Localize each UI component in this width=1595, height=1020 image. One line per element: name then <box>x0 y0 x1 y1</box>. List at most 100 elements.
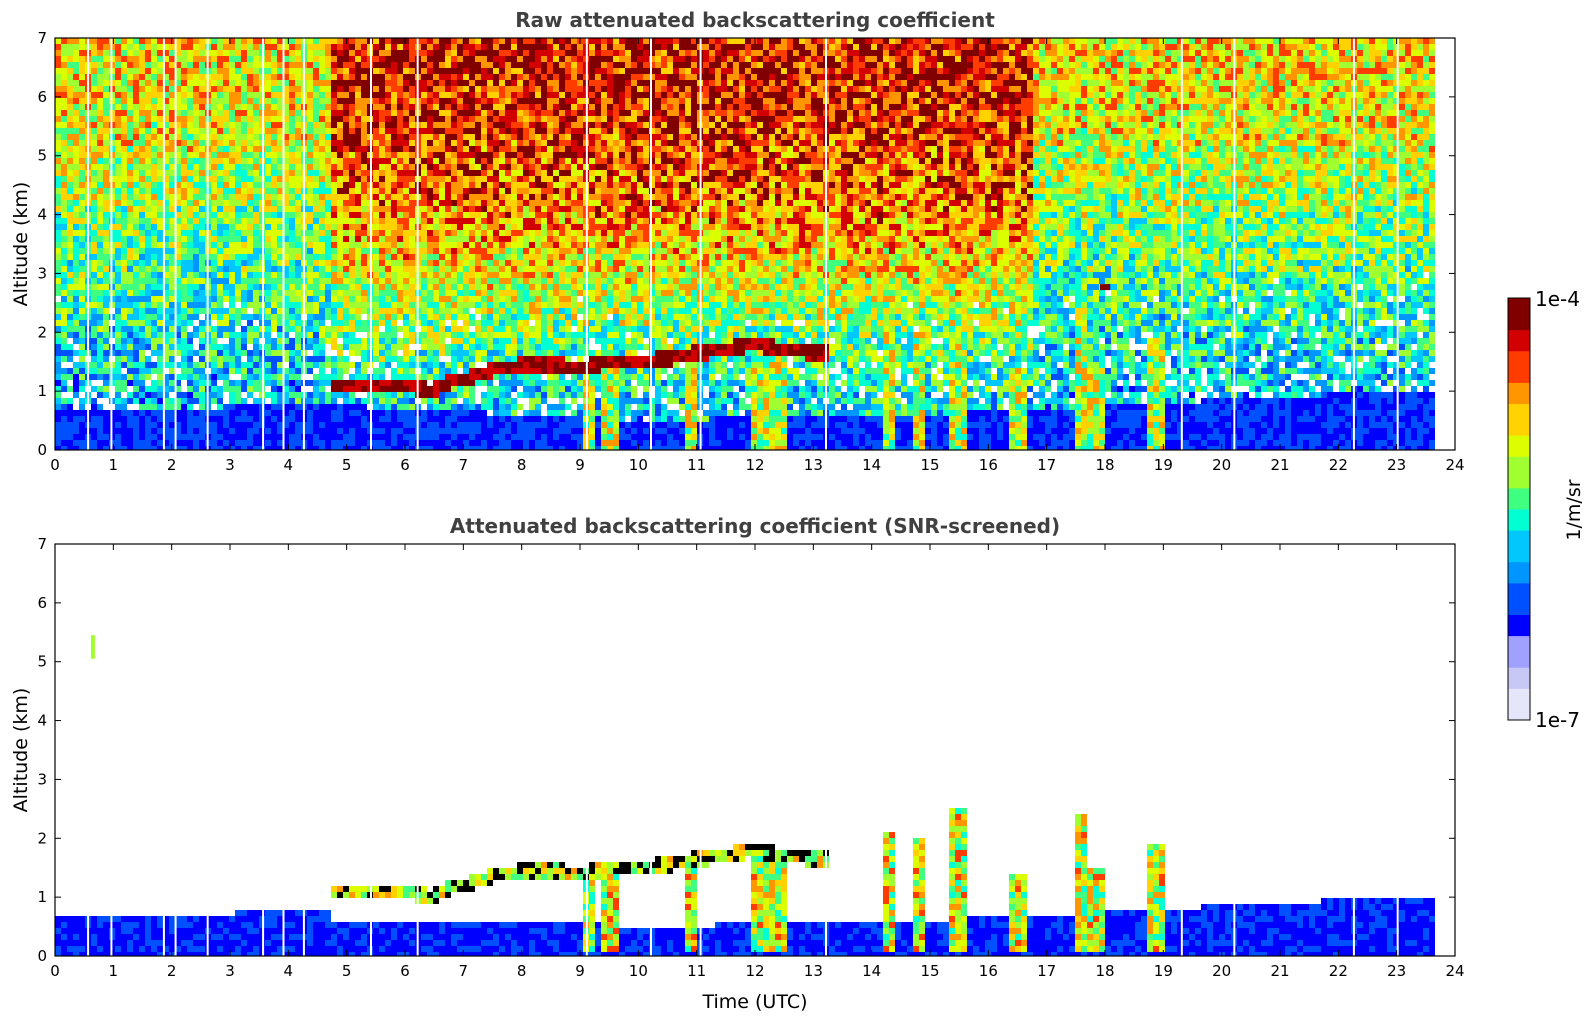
raw-heatmap-cell <box>397 68 403 74</box>
raw-heatmap-cell <box>79 134 85 140</box>
raw-heatmap-cell <box>79 356 85 362</box>
raw-heatmap-cell <box>199 110 205 116</box>
raw-heatmap-cell <box>133 326 139 332</box>
raw-heatmap-cell <box>157 344 163 350</box>
raw-heatmap-cell <box>445 332 451 338</box>
raw-heatmap-cell <box>223 98 229 104</box>
raw-heatmap-cell <box>487 398 493 404</box>
raw-heatmap-cell <box>247 302 253 308</box>
raw-heatmap-cell <box>451 308 457 314</box>
raw-heatmap-cell <box>445 260 451 266</box>
raw-heatmap-cell <box>343 428 349 434</box>
raw-heatmap-cell <box>115 260 121 266</box>
raw-heatmap-cell <box>283 272 289 278</box>
raw-heatmap-cell <box>199 98 205 104</box>
raw-heatmap-cell <box>463 284 469 290</box>
raw-heatmap-cell <box>409 110 415 116</box>
raw-heatmap-cell <box>349 50 355 56</box>
raw-heatmap-cell <box>175 44 181 50</box>
raw-heatmap-cell <box>475 110 481 116</box>
raw-heatmap-cell <box>79 92 85 98</box>
raw-heatmap-cell <box>265 74 271 80</box>
raw-heatmap-cell <box>163 356 169 362</box>
raw-heatmap-cell <box>247 62 253 68</box>
raw-heatmap-cell <box>445 278 451 284</box>
raw-heatmap-cell <box>55 230 61 236</box>
raw-heatmap-cell <box>139 422 145 428</box>
raw-heatmap-cell <box>151 410 157 416</box>
raw-heatmap-cell <box>439 38 445 44</box>
raw-heatmap-cell <box>61 56 67 62</box>
raw-heatmap-cell <box>127 164 133 170</box>
raw-heatmap-cell <box>271 116 277 122</box>
raw-heatmap-cell <box>331 134 337 140</box>
raw-heatmap-cell <box>289 398 295 404</box>
raw-heatmap-cell <box>445 224 451 230</box>
raw-heatmap-cell <box>385 446 391 450</box>
raw-heatmap-cell <box>307 296 313 302</box>
raw-heatmap-cell <box>283 176 289 182</box>
raw-heatmap-cell <box>103 440 109 446</box>
raw-heatmap-cell <box>337 302 343 308</box>
raw-heatmap-cell <box>229 80 235 86</box>
raw-heatmap-cell <box>481 440 487 446</box>
raw-heatmap-cell <box>61 368 67 374</box>
raw-heatmap-cell <box>91 122 97 128</box>
raw-heatmap-cell <box>265 326 271 332</box>
raw-heatmap-cell <box>91 326 97 332</box>
raw-heatmap-cell <box>151 386 157 392</box>
raw-heatmap-cell <box>253 68 259 74</box>
raw-heatmap-cell <box>313 74 319 80</box>
raw-heatmap-cell <box>337 116 343 122</box>
raw-heatmap-cell <box>121 278 127 284</box>
raw-heatmap-cell <box>289 368 295 374</box>
raw-heatmap-cell <box>91 176 97 182</box>
raw-heatmap-cell <box>487 428 493 434</box>
raw-heatmap-cell <box>493 398 499 404</box>
raw-heatmap-cell <box>493 410 499 416</box>
raw-heatmap-cell <box>271 272 277 278</box>
raw-heatmap-cell <box>307 56 313 62</box>
raw-heatmap-cell <box>277 278 283 284</box>
raw-heatmap-cell <box>337 206 343 212</box>
raw-heatmap-cell <box>247 170 253 176</box>
raw-heatmap-cell <box>223 428 229 434</box>
raw-heatmap-cell <box>247 140 253 146</box>
raw-heatmap-cell <box>121 194 127 200</box>
raw-heatmap-cell <box>307 446 313 450</box>
raw-heatmap-cell <box>337 50 343 56</box>
raw-heatmap-cell <box>145 236 151 242</box>
raw-heatmap-cell <box>229 284 235 290</box>
raw-heatmap-cell <box>259 248 265 254</box>
raw-heatmap-cell <box>139 410 145 416</box>
raw-heatmap-cell <box>139 182 145 188</box>
raw-heatmap-cell <box>331 338 337 344</box>
raw-heatmap-cell <box>73 284 79 290</box>
raw-heatmap-cell <box>193 326 199 332</box>
raw-heatmap-cell <box>487 368 493 374</box>
raw-heatmap-cell <box>481 62 487 68</box>
raw-heatmap-cell <box>145 338 151 344</box>
raw-heatmap-cell <box>145 128 151 134</box>
raw-heatmap-cell <box>235 440 241 446</box>
raw-heatmap-cell <box>421 80 427 86</box>
raw-heatmap-cell <box>145 266 151 272</box>
raw-heatmap-cell <box>175 146 181 152</box>
raw-heatmap-cell <box>433 272 439 278</box>
raw-heatmap-cell <box>331 200 337 206</box>
raw-heatmap-cell <box>193 182 199 188</box>
raw-heatmap-cell <box>103 158 109 164</box>
raw-heatmap-cell <box>145 308 151 314</box>
raw-heatmap-cell <box>325 194 331 200</box>
raw-heatmap-cell <box>307 428 313 434</box>
raw-heatmap-cell <box>187 398 193 404</box>
raw-heatmap-cell <box>487 116 493 122</box>
raw-heatmap-cell <box>73 92 79 98</box>
raw-heatmap-cell <box>427 140 433 146</box>
raw-heatmap-cell <box>271 428 277 434</box>
raw-heatmap-cell <box>259 404 265 410</box>
raw-heatmap-cell <box>235 194 241 200</box>
raw-heatmap-cell <box>193 260 199 266</box>
raw-heatmap-cell <box>139 140 145 146</box>
raw-heatmap-cell <box>235 416 241 422</box>
